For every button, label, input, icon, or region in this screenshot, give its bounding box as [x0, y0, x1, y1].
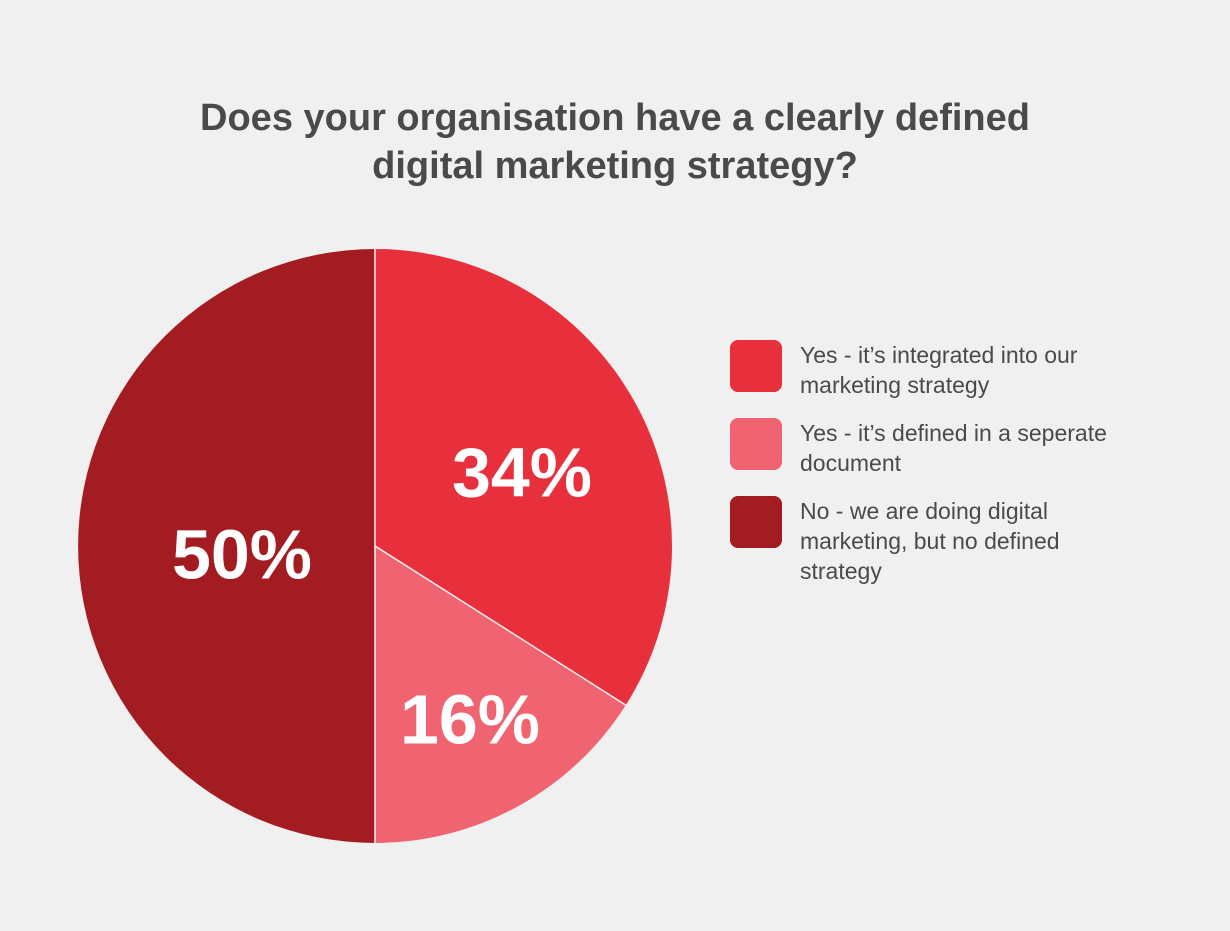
pie-label-integrated: 34% — [452, 433, 592, 511]
pie-slice-separate-document — [375, 546, 626, 843]
pie-slice-integrated — [375, 249, 672, 706]
legend-label-no-strategy: No - we are doing digital marketing, but… — [800, 496, 1170, 586]
pie-slice-no-strategy — [78, 249, 375, 843]
pie-separator — [374, 545, 627, 706]
chart-title: Does your organisation have a clearly de… — [0, 94, 1230, 190]
legend-item-integrated: Yes - it’s integrated into our marketing… — [730, 340, 1170, 400]
pie-label-no-strategy: 50% — [172, 515, 312, 593]
legend-item-no-strategy: No - we are doing digital marketing, but… — [730, 496, 1170, 586]
chart-title-line-1: Does your organisation have a clearly de… — [200, 97, 1030, 139]
legend-swatch-no-strategy — [730, 496, 782, 548]
legend-label-integrated: Yes - it’s integrated into our marketing… — [800, 340, 1170, 400]
legend-item-separate-document: Yes - it’s defined in a seperate documen… — [730, 418, 1170, 478]
pie-chart: 34% 16% 50% — [78, 249, 672, 843]
legend-label-integrated-line-1: Yes - it’s integrated into our — [800, 342, 1078, 368]
legend-label-integrated-line-2: marketing strategy — [800, 372, 990, 398]
pie-label-separate-document: 16% — [400, 680, 540, 758]
legend-label-no-strategy-line-2: marketing, but no defined — [800, 528, 1060, 554]
legend-label-separate-document: Yes - it’s defined in a seperate documen… — [800, 418, 1170, 478]
legend-label-separate-document-line-1: Yes - it’s defined in a seperate — [800, 420, 1107, 446]
legend-label-no-strategy-line-1: No - we are doing digital — [800, 498, 1049, 524]
legend: Yes - it’s integrated into our marketing… — [730, 340, 1170, 604]
legend-swatch-separate-document — [730, 418, 782, 470]
legend-label-no-strategy-line-3: strategy — [800, 558, 882, 584]
chart-title-line-2: digital marketing strategy? — [372, 145, 858, 187]
legend-swatch-integrated — [730, 340, 782, 392]
legend-label-separate-document-line-2: document — [800, 450, 902, 476]
